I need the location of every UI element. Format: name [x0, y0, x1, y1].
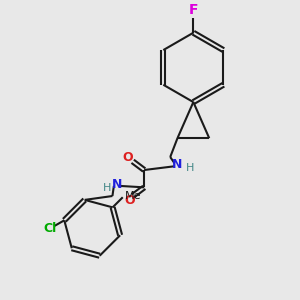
Text: O: O [122, 152, 133, 164]
Text: Cl: Cl [43, 223, 56, 236]
Text: O: O [124, 194, 134, 207]
Text: H: H [186, 163, 195, 173]
Text: Me: Me [125, 191, 142, 201]
Text: N: N [172, 158, 183, 171]
Text: F: F [189, 3, 198, 17]
Text: H: H [103, 183, 111, 193]
Text: N: N [112, 178, 122, 191]
